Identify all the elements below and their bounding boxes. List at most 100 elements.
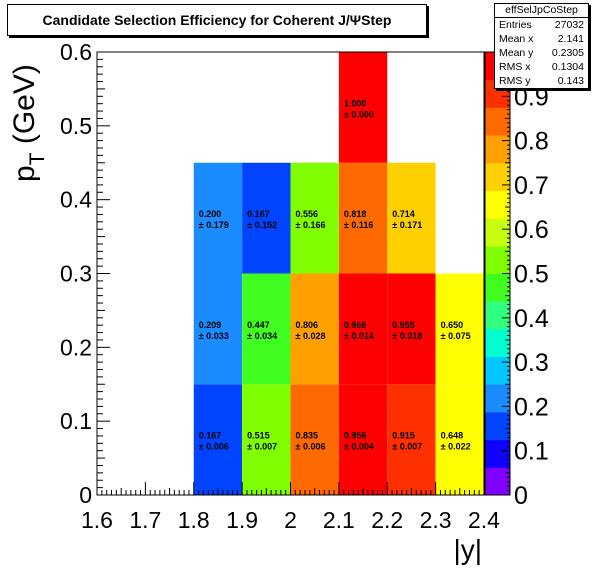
cell-error-label: ± 0.028	[296, 331, 326, 341]
stats-row-rms-y: RMS y 0.143	[495, 74, 588, 88]
cell-error-label: ± 0.006	[296, 442, 326, 452]
cell-value-label: 0.648	[441, 431, 464, 441]
palette-segment	[485, 190, 510, 219]
palette-segment	[485, 411, 510, 441]
y-axis-label: pT (GeV)	[8, 64, 49, 182]
heatmap-cell	[435, 273, 484, 385]
cell-error-label: ± 0.014	[344, 331, 374, 341]
stats-value: 0.1304	[551, 61, 584, 73]
palette-segment	[485, 162, 510, 191]
stats-histogram-name: effSelJpCoStep	[495, 4, 588, 18]
cell-error-label: ± 0.018	[392, 331, 422, 341]
heatmap-cell	[338, 273, 388, 385]
heatmap-cell	[338, 384, 388, 495]
color-palette	[484, 51, 511, 496]
x-tick-label: 2	[284, 507, 297, 533]
y-axis-label-main: p	[8, 165, 41, 182]
heatmap-cell	[290, 162, 339, 274]
z-tick-label: 0.8	[514, 128, 549, 156]
palette-segment	[485, 328, 510, 358]
palette-segment	[485, 135, 510, 164]
x-tick-label: 2.2	[371, 507, 403, 533]
cell-value-label: 0.818	[344, 209, 367, 219]
stats-row-entries: Entries 27032	[495, 18, 588, 32]
heatmap-cell	[387, 384, 436, 495]
y-axis-label-unit: (GeV)	[8, 64, 41, 152]
heatmap-cell	[242, 162, 291, 274]
cell-value-label: 0.650	[441, 320, 464, 330]
stats-label: RMS x	[499, 61, 531, 73]
stats-value: 0.2305	[551, 47, 584, 59]
cell-value-label: 0.915	[392, 431, 415, 441]
cell-value-label: 0.955	[392, 320, 415, 330]
x-tick-label: 1.8	[178, 507, 210, 533]
y-tick-label: 0.6	[60, 39, 92, 65]
stats-row-rms-x: RMS x 0.1304	[495, 60, 588, 74]
cell-value-label: 0.515	[247, 431, 270, 441]
z-tick-label: 0.4	[514, 305, 549, 333]
cell-value-label: 0.835	[296, 431, 319, 441]
stats-row-mean-y: Mean y 0.2305	[495, 46, 588, 60]
cell-error-label: ± 0.004	[344, 442, 374, 452]
cell-error-label: ± 0.166	[296, 220, 326, 230]
palette-segment	[485, 218, 510, 247]
z-tick-label: 0.1	[514, 438, 549, 466]
stats-value: 27032	[554, 19, 584, 31]
y-tick-label: 0.3	[60, 261, 92, 287]
z-tick-label: 0.7	[514, 172, 549, 200]
palette-segment	[485, 245, 510, 274]
heatmap-cell	[242, 384, 291, 495]
cell-error-label: ± 0.152	[247, 220, 277, 230]
x-tick-label: 2.4	[468, 507, 500, 533]
cell-error-label: ± 0.007	[247, 442, 277, 452]
cell-value-label: 0.167	[199, 431, 222, 441]
stats-label: RMS y	[499, 75, 531, 87]
stats-label: Entries	[499, 19, 532, 31]
cell-value-label: 0.200	[199, 209, 222, 219]
cell-value-label: 0.167	[247, 209, 270, 219]
heatmap-cell	[387, 162, 436, 274]
heatmap-cell	[242, 273, 291, 385]
heatmap-cell	[290, 273, 339, 385]
y-axis-label-sub: T	[26, 152, 49, 165]
stats-value: 2.141	[557, 33, 584, 45]
stats-box: effSelJpCoStep Entries 27032 Mean x 2.141 …	[494, 3, 589, 89]
cell-value-label: 0.806	[296, 320, 319, 330]
cell-error-label: ± 0.033	[199, 331, 229, 341]
y-axis-ticks: 0 0.1 0.2 0.3 0.4 0.5 0.6	[60, 39, 110, 508]
y-tick-label: 0.2	[60, 334, 92, 360]
stats-value: 0.143	[557, 75, 584, 87]
stats-label: Mean x	[499, 33, 534, 45]
z-tick-label: 0.2	[514, 393, 549, 421]
cell-error-label: ± 0.006	[199, 442, 229, 452]
z-tick-label: 0.6	[514, 216, 549, 244]
y-tick-label: 0.1	[60, 408, 92, 434]
x-axis-label: |y|	[453, 534, 482, 565]
cell-value-label: 0.714	[392, 209, 415, 219]
x-tick-label: 1.6	[81, 507, 113, 533]
cell-value-label: 1.000	[344, 98, 367, 108]
stats-row-mean-x: Mean x 2.141	[495, 32, 588, 46]
y-tick-label: 0.4	[60, 187, 92, 213]
stats-label: Mean y	[499, 47, 534, 59]
heatmap-cell	[338, 162, 388, 274]
x-tick-label: 1.9	[226, 507, 258, 533]
heatmap-cell	[290, 384, 339, 495]
heatmap-cells	[193, 52, 484, 495]
palette-segment	[485, 467, 510, 496]
y-tick-label: 0.5	[60, 113, 92, 139]
cell-error-label: ± 0.034	[247, 331, 277, 341]
palette-segment	[485, 384, 510, 413]
palette-segment	[485, 273, 510, 302]
cell-error-label: ± 0.007	[392, 442, 422, 452]
palette-segment	[485, 107, 510, 136]
heatmap-cell	[193, 273, 243, 385]
cell-error-label: ± 0.022	[441, 442, 471, 452]
x-tick-label: 1.7	[129, 507, 161, 533]
cell-value-label: 0.966	[344, 320, 367, 330]
palette-segment	[485, 439, 510, 468]
z-tick-label: 0.5	[514, 261, 549, 289]
z-tick-label: 0	[514, 482, 528, 510]
heatmap-cell	[435, 384, 484, 495]
